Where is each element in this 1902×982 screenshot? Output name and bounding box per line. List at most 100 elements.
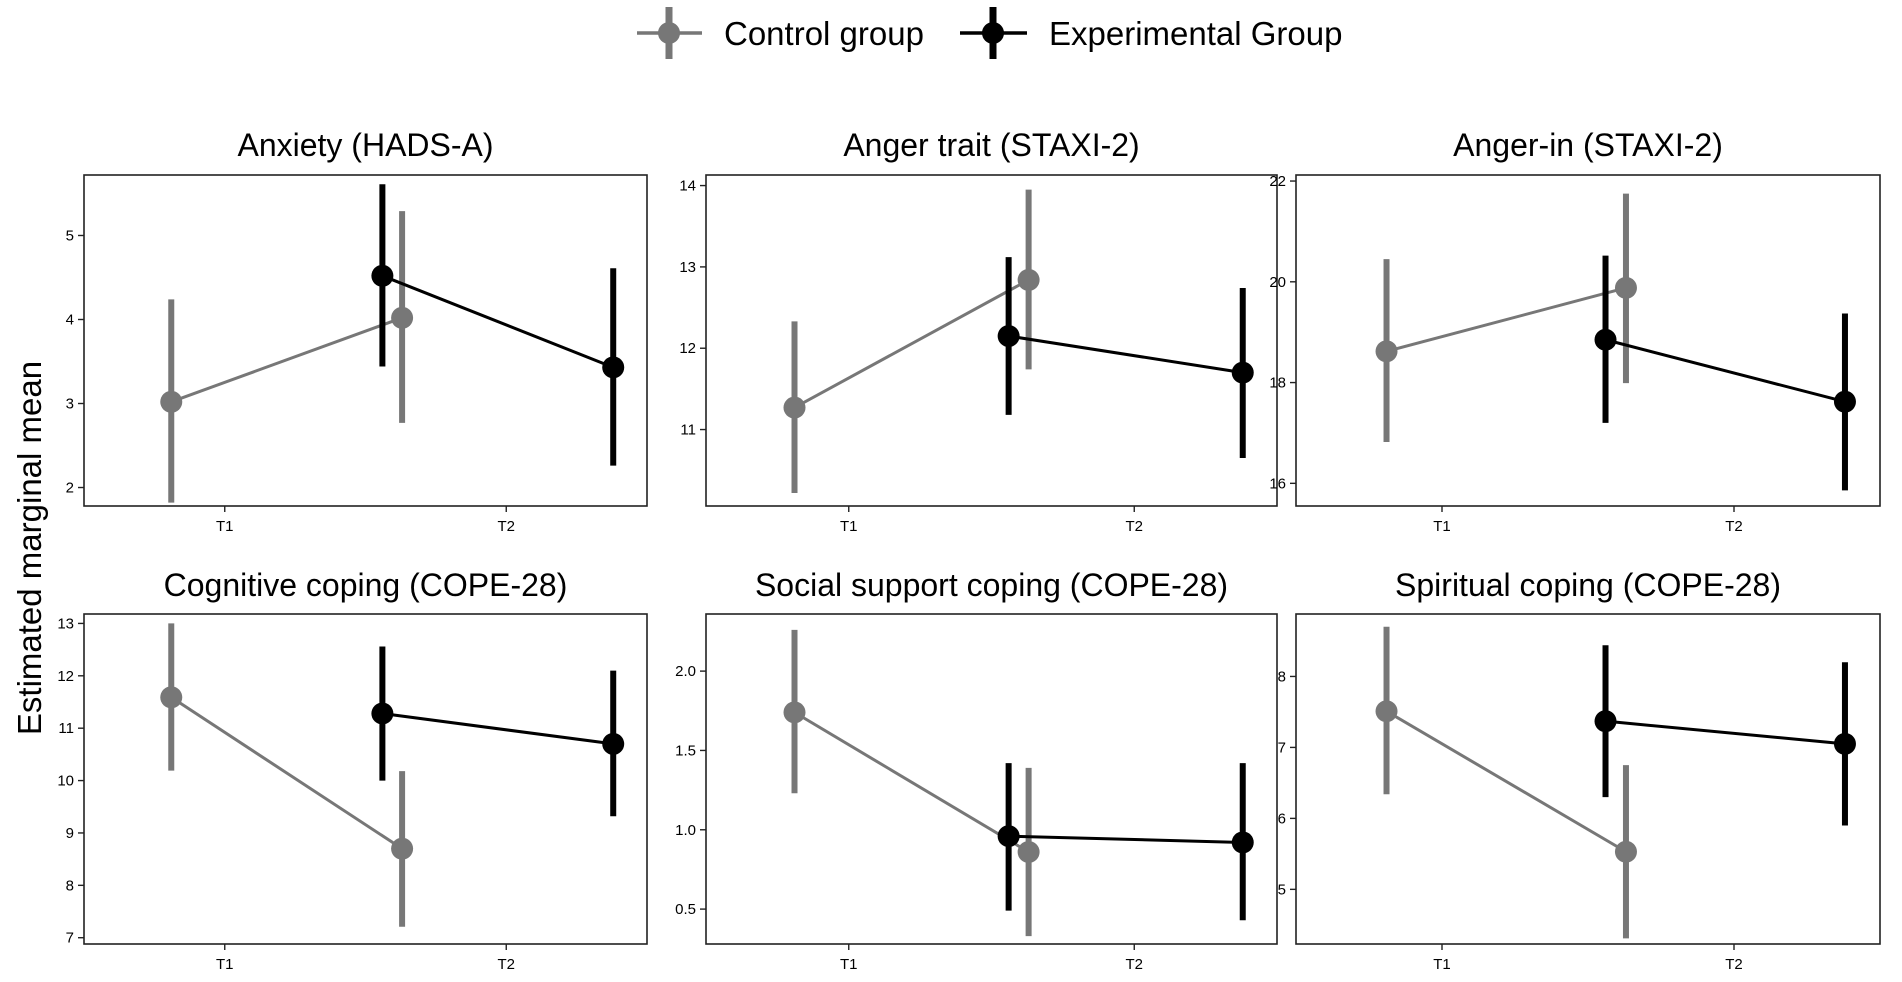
- data-series: [997, 257, 1254, 459]
- y-tick-label: 16: [1269, 475, 1286, 492]
- data-point: [160, 390, 183, 413]
- data-point: [1231, 831, 1254, 854]
- legend-label: Experimental Group: [1049, 15, 1342, 52]
- y-tick-label: 2: [66, 480, 74, 497]
- data-series: [371, 646, 625, 817]
- data-point: [1375, 340, 1398, 363]
- y-tick-label: 11: [680, 422, 696, 439]
- chart-panel: Anger-in (STAXI-2) 16 18 20 22 T1 T2: [1269, 127, 1881, 535]
- x-tick-label: T2: [1125, 518, 1143, 535]
- series-line: [793, 711, 1030, 854]
- plot-frame: [1295, 174, 1881, 507]
- data-point: [1594, 328, 1617, 351]
- data-series: [1594, 645, 1856, 826]
- data-point: [602, 356, 625, 379]
- y-tick-label: 6: [1278, 810, 1286, 827]
- series-line: [1386, 286, 1627, 353]
- y-tick-label: 20: [1269, 274, 1286, 291]
- y-tick-label: 3: [66, 396, 74, 413]
- y-tick-label: 2.0: [675, 663, 696, 680]
- y-tick-label: 13: [679, 259, 696, 276]
- x-tick-label: T2: [1125, 956, 1143, 973]
- plot-frame: [1295, 613, 1881, 945]
- chart-panel: Cognitive coping (COPE-28) 7 8 9 10 11 12 13 T1 T…: [57, 567, 648, 973]
- data-point: [1833, 732, 1856, 755]
- y-tick-label: 18: [1269, 375, 1286, 392]
- panel-title: Anger-in (STAXI-2): [1453, 127, 1723, 163]
- data-point: [783, 396, 806, 419]
- y-tick-label: 22: [1269, 173, 1286, 190]
- data-series: [1375, 193, 1637, 443]
- y-tick-label: 10: [57, 773, 74, 790]
- chart-panel: Anger trait (STAXI-2) 11 12 13 14 T1 T2: [679, 127, 1278, 535]
- data-series: [783, 629, 1040, 937]
- series-line: [1385, 709, 1627, 854]
- series-line: [381, 274, 614, 369]
- series-line: [382, 712, 614, 746]
- y-tick-label: 11: [58, 720, 74, 737]
- y-tick-label: 1.0: [675, 822, 696, 839]
- y-tick-label: 7: [1278, 739, 1286, 756]
- data-point: [371, 702, 394, 725]
- y-tick-label: 13: [57, 615, 74, 632]
- panel-title: Anxiety (HADS-A): [237, 127, 493, 163]
- data-point: [1375, 700, 1398, 723]
- data-series: [997, 763, 1254, 921]
- data-point: [1017, 840, 1040, 863]
- chart-panels: Anxiety (HADS-A) 2 3 4 5 T1 T2 Anger trait (STA…: [57, 127, 1881, 973]
- data-point: [1017, 268, 1040, 291]
- x-tick-label: T1: [840, 518, 858, 535]
- plot-frame: [705, 613, 1278, 945]
- data-point: [1614, 840, 1637, 863]
- data-point: [1614, 276, 1637, 299]
- data-point: [391, 306, 414, 329]
- series-line: [1008, 834, 1243, 844]
- y-tick-label: 0.5: [675, 901, 696, 918]
- y-tick-label: 5: [1278, 881, 1286, 898]
- data-point: [391, 837, 414, 860]
- chart-panel: Anxiety (HADS-A) 2 3 4 5 T1 T2: [66, 127, 648, 535]
- data-series: [1375, 626, 1637, 939]
- series-line: [170, 696, 403, 850]
- data-series: [1594, 255, 1856, 491]
- plot-frame: [83, 613, 648, 945]
- panel-title: Social support coping (COPE-28): [755, 567, 1228, 603]
- data-point: [1833, 390, 1856, 413]
- panel-title: Cognitive coping (COPE-28): [164, 567, 568, 603]
- y-tick-label: 9: [66, 825, 74, 842]
- legend-key-marker: [982, 22, 1004, 44]
- y-tick-label: 8: [1278, 668, 1286, 685]
- panel-title: Spiritual coping (COPE-28): [1395, 567, 1781, 603]
- data-series: [160, 623, 414, 927]
- y-tick-label: 12: [57, 668, 74, 685]
- data-point: [371, 264, 394, 287]
- data-point: [160, 686, 183, 709]
- x-tick-label: T1: [216, 956, 234, 973]
- plot-frame: [83, 174, 648, 507]
- y-tick-label: 4: [66, 311, 74, 328]
- y-tick-label: 12: [679, 340, 696, 357]
- legend: Control group Experimental Group: [637, 7, 1342, 59]
- data-point: [997, 825, 1020, 848]
- x-tick-label: T1: [1433, 518, 1451, 535]
- y-tick-label: 8: [66, 877, 74, 894]
- x-tick-label: T2: [1725, 956, 1743, 973]
- data-point: [602, 732, 625, 755]
- series-line: [1605, 338, 1846, 404]
- data-point: [783, 701, 806, 724]
- series-line: [170, 316, 403, 404]
- panel-title: Anger trait (STAXI-2): [843, 127, 1139, 163]
- x-tick-label: T2: [497, 518, 515, 535]
- plot-frame: [705, 174, 1278, 507]
- chart-panel: Spiritual coping (COPE-28) 5 6 7 8 T1 T2: [1278, 567, 1881, 973]
- y-tick-label: 1.5: [675, 742, 696, 759]
- x-tick-label: T2: [1725, 518, 1743, 535]
- chart-panel: Social support coping (COPE-28) 0.5 1.0 1.5…: [675, 567, 1278, 973]
- legend-item: Experimental Group: [960, 7, 1342, 59]
- data-series: [160, 211, 414, 503]
- data-point: [997, 325, 1020, 348]
- legend-key-marker: [658, 22, 680, 44]
- series-line: [793, 278, 1030, 409]
- y-tick-label: 5: [66, 227, 74, 244]
